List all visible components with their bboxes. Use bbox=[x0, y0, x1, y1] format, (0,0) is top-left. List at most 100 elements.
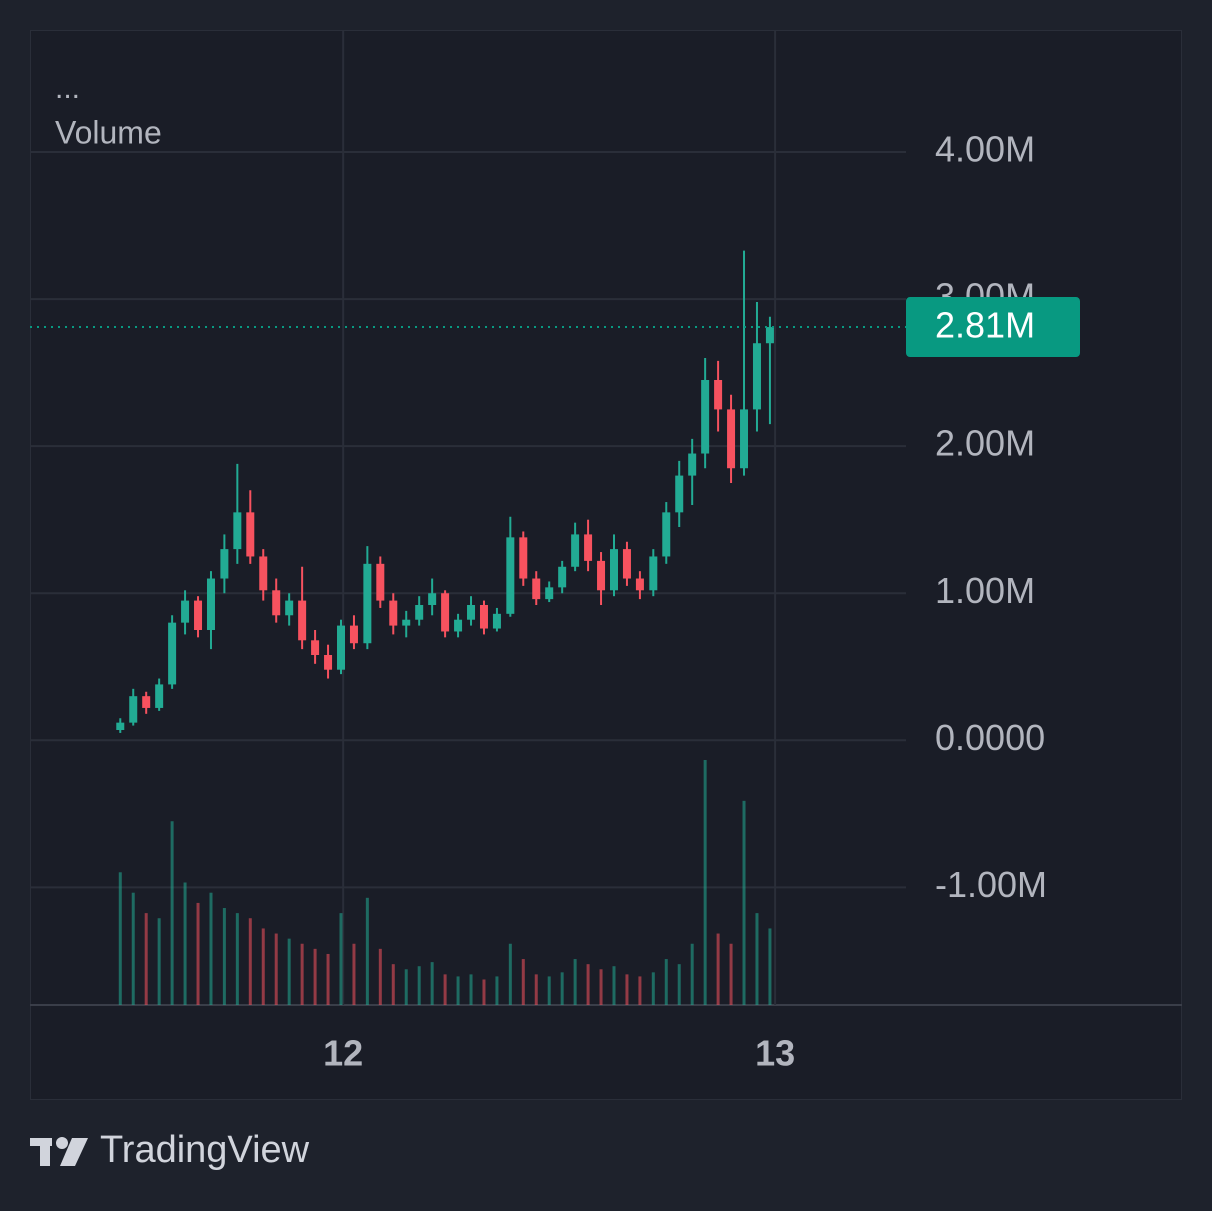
volume-bar bbox=[443, 974, 447, 1005]
volume-bar bbox=[417, 966, 421, 1005]
candle-body bbox=[479, 605, 488, 629]
volume-bar bbox=[547, 976, 551, 1005]
volume-bar bbox=[183, 882, 187, 1005]
volume-bar bbox=[209, 892, 213, 1005]
candle-body bbox=[467, 605, 476, 620]
candle-body bbox=[688, 453, 697, 476]
brand-logo bbox=[30, 1137, 88, 1166]
logo-part bbox=[56, 1137, 68, 1149]
volume-bar bbox=[560, 972, 564, 1005]
volume-bar bbox=[456, 976, 460, 1005]
candle-body bbox=[649, 556, 658, 591]
candle-body bbox=[675, 475, 684, 513]
y-tick-label: 0.0000 bbox=[935, 717, 1045, 758]
volume-bar bbox=[339, 913, 343, 1005]
brand-text: TradingView bbox=[100, 1129, 310, 1171]
candle-body bbox=[129, 696, 138, 723]
volume-bar bbox=[326, 953, 330, 1005]
candle-body bbox=[142, 696, 151, 708]
volume-bar bbox=[261, 928, 265, 1005]
volume-bar bbox=[144, 913, 148, 1005]
volume-bar bbox=[638, 976, 642, 1005]
last-price-box bbox=[906, 297, 1080, 358]
volume-bar bbox=[651, 972, 655, 1005]
candle-body bbox=[116, 722, 125, 730]
volume-bar bbox=[248, 918, 252, 1005]
candle-body bbox=[727, 409, 736, 469]
logo-part bbox=[40, 1138, 50, 1166]
volume-bar bbox=[664, 959, 668, 1005]
volume-bar bbox=[612, 966, 616, 1005]
y-tick-label: 1.00M bbox=[935, 570, 1035, 611]
candle-body bbox=[441, 593, 450, 632]
grid bbox=[30, 30, 906, 1005]
volume-bar bbox=[482, 979, 486, 1005]
volume-bar bbox=[274, 933, 278, 1005]
candle-body bbox=[298, 600, 307, 641]
volume-bar bbox=[235, 913, 239, 1005]
candle-body bbox=[558, 566, 567, 588]
volume-bar bbox=[404, 969, 408, 1005]
candle-body bbox=[389, 600, 398, 626]
volume-bar bbox=[508, 943, 512, 1005]
candle-body bbox=[454, 619, 463, 632]
candle-body bbox=[571, 534, 580, 567]
volume-bar bbox=[495, 976, 499, 1005]
candle-body bbox=[714, 380, 723, 410]
candles bbox=[116, 250, 774, 733]
candle-body bbox=[376, 563, 385, 601]
volume-bar bbox=[599, 969, 603, 1005]
candle-body bbox=[584, 534, 593, 561]
candle-body bbox=[246, 512, 255, 557]
candle-body bbox=[194, 600, 203, 630]
volume-bar bbox=[703, 760, 707, 1005]
volume-bar bbox=[768, 928, 772, 1005]
candle-body bbox=[206, 578, 215, 630]
volume-bar bbox=[690, 943, 694, 1005]
candle-body bbox=[428, 593, 437, 605]
volume-bar bbox=[430, 962, 434, 1005]
candle-body bbox=[402, 619, 411, 626]
volume-bar bbox=[716, 933, 720, 1005]
volume-bar bbox=[625, 974, 629, 1005]
candle-body bbox=[415, 605, 424, 620]
last-price-label: 2.81M bbox=[935, 305, 1035, 346]
candle-body bbox=[363, 563, 372, 644]
candle-body bbox=[168, 622, 177, 685]
candle-body bbox=[220, 549, 229, 579]
candle-body bbox=[181, 600, 190, 623]
volume-bar bbox=[365, 897, 369, 1005]
volume-bar bbox=[222, 908, 226, 1005]
candle-body bbox=[233, 512, 242, 550]
volume-bar bbox=[729, 943, 733, 1005]
volume-bar bbox=[391, 964, 395, 1005]
volume-bar bbox=[755, 913, 759, 1005]
x-tick-label: 13 bbox=[755, 1033, 795, 1074]
candle-body bbox=[635, 578, 644, 591]
candle-body bbox=[610, 549, 618, 591]
volume-bar bbox=[378, 948, 382, 1005]
indicator-title: Volume bbox=[55, 114, 162, 150]
candle-body bbox=[532, 578, 541, 600]
candle-body bbox=[701, 380, 710, 454]
candle-body bbox=[259, 556, 268, 591]
volume-bars bbox=[118, 760, 772, 1005]
volume-bar bbox=[118, 872, 122, 1005]
y-tick-label: -1.00M bbox=[935, 864, 1047, 905]
candle-body bbox=[752, 343, 761, 410]
candle-body bbox=[545, 587, 554, 600]
y-tick-label: 2.00M bbox=[935, 423, 1035, 464]
chart-frame bbox=[30, 30, 1182, 1100]
candle-body bbox=[349, 625, 358, 644]
candle-body bbox=[622, 549, 631, 579]
candle-body bbox=[272, 590, 281, 616]
candle-body bbox=[492, 613, 501, 629]
candle-body bbox=[597, 560, 606, 591]
menu-dots[interactable]: ... bbox=[55, 72, 80, 105]
volume-bar bbox=[352, 943, 356, 1005]
candle-body bbox=[506, 537, 515, 614]
candle-body bbox=[337, 625, 346, 670]
volume-bar bbox=[131, 892, 135, 1005]
